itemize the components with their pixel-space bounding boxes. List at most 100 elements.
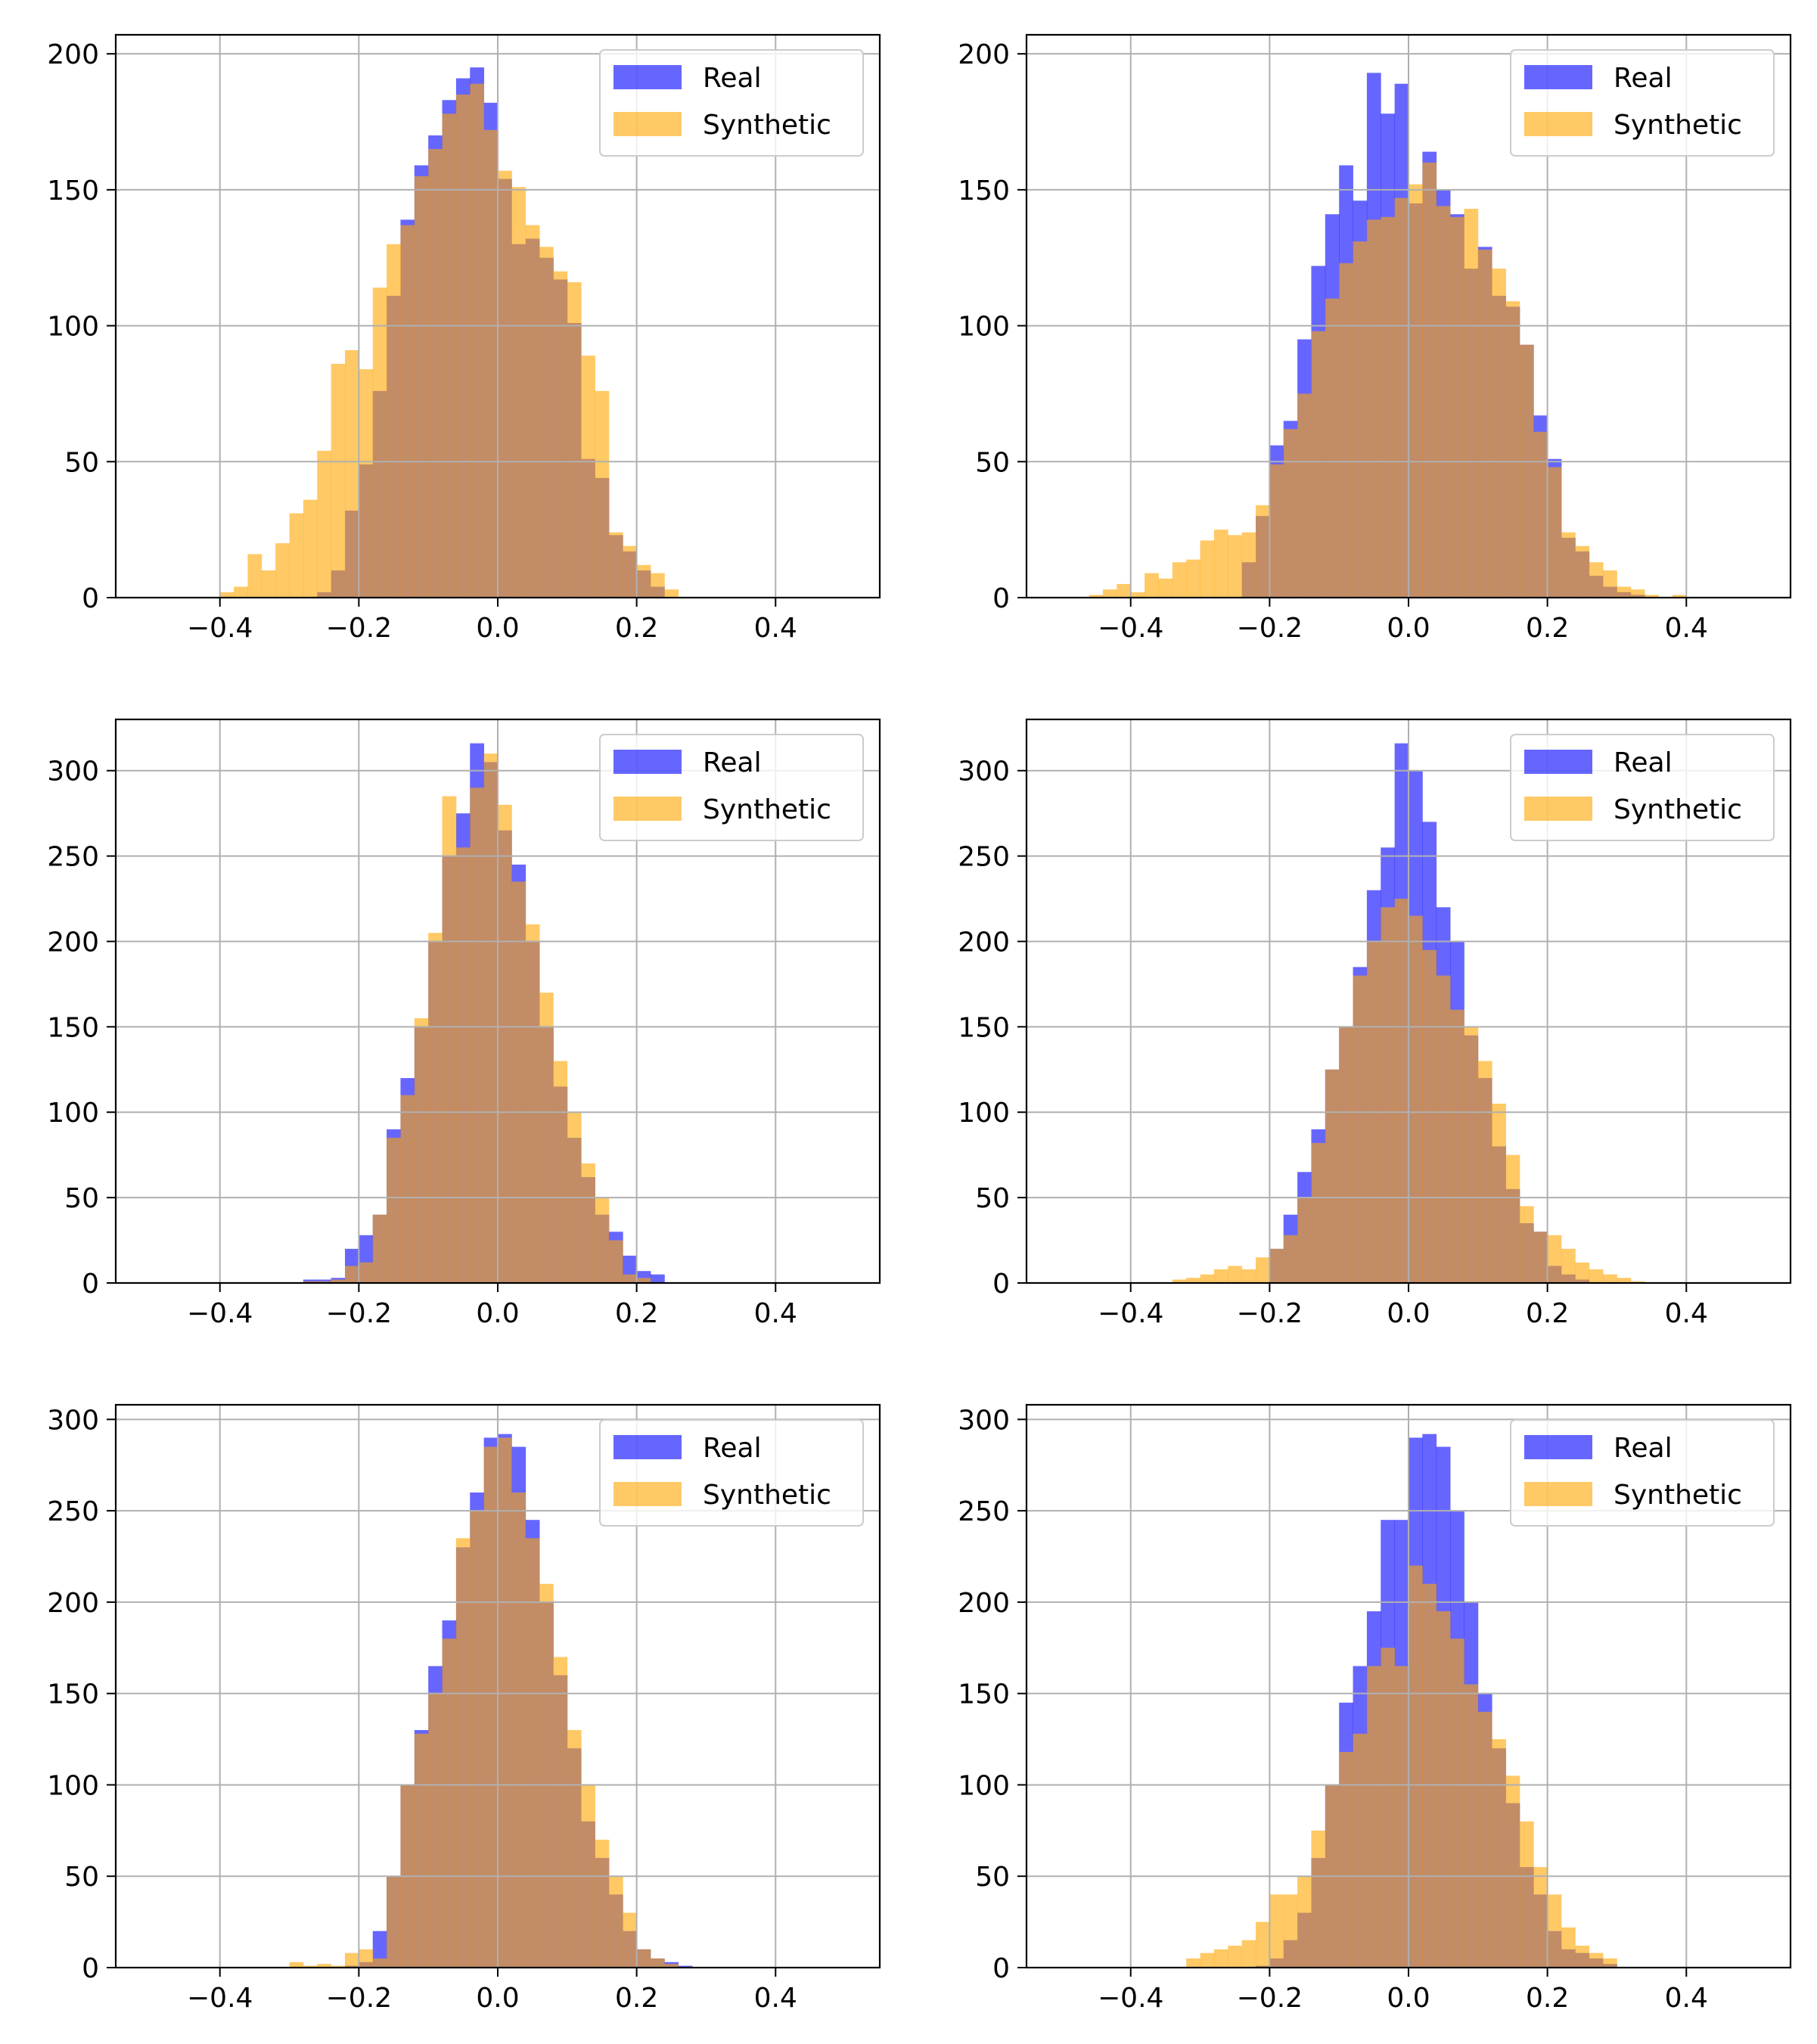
bar-synthetic — [1589, 562, 1604, 598]
y-tick-label: 250 — [958, 842, 1010, 873]
bar-synthetic — [1589, 1269, 1604, 1283]
bar-synthetic — [1519, 1821, 1534, 1968]
bar-synthetic — [1269, 464, 1284, 598]
bar-synthetic — [359, 1262, 374, 1283]
bar-synthetic — [511, 1492, 526, 1968]
x-tick-label: 0.0 — [476, 613, 519, 644]
y-tick-label: 50 — [975, 447, 1010, 478]
x-tick-label: 0.0 — [1387, 1298, 1430, 1329]
bar-synthetic — [623, 1274, 638, 1283]
bar-synthetic — [1353, 241, 1368, 598]
x-tick-label: 0.0 — [1387, 1983, 1430, 2014]
bar-synthetic — [1283, 1235, 1298, 1283]
y-tick-label: 150 — [47, 1679, 99, 1710]
bar-synthetic — [1505, 1154, 1520, 1283]
bar-synthetic — [1117, 584, 1132, 598]
bar-synthetic — [1339, 262, 1353, 598]
legend-label-real: Real — [1614, 747, 1673, 778]
y-tick-label: 0 — [82, 583, 99, 614]
bar-synthetic — [567, 282, 582, 598]
bar-synthetic — [581, 356, 595, 598]
legend: Real Synthetic — [599, 734, 864, 841]
bar-synthetic — [1394, 899, 1409, 1283]
bar-synthetic — [414, 1733, 429, 1968]
bar-synthetic — [428, 1693, 443, 1968]
bar-synthetic — [289, 1962, 304, 1968]
y-tick-label: 100 — [47, 1098, 99, 1129]
x-tick-label: −0.2 — [326, 613, 392, 644]
bar-synthetic — [1089, 595, 1104, 598]
bar-synthetic — [595, 1839, 610, 1968]
bar-synthetic — [525, 225, 540, 598]
bar-synthetic — [261, 570, 276, 598]
x-tick-label: 0.2 — [1526, 613, 1569, 644]
bar-synthetic — [539, 247, 554, 598]
bar-synthetic — [1422, 1583, 1437, 1968]
legend: Real Synthetic — [599, 49, 864, 157]
bar-synthetic — [1339, 1751, 1353, 1968]
bar-synthetic — [303, 1281, 318, 1283]
bar-synthetic — [1353, 1733, 1368, 1968]
legend-label-synthetic: Synthetic — [1614, 794, 1742, 825]
x-tick-label: 0.4 — [1665, 1983, 1708, 2014]
bar-synthetic — [1409, 1565, 1423, 1968]
legend: Real Synthetic — [599, 1419, 864, 1527]
legend-swatch-synthetic — [1524, 112, 1592, 136]
bar-synthetic — [1436, 1611, 1451, 1968]
bar-synthetic — [414, 176, 429, 598]
series-synthetic — [1089, 162, 1687, 598]
legend-label-real: Real — [1614, 63, 1673, 94]
bar-synthetic — [1186, 1278, 1200, 1283]
bar-synthetic — [483, 753, 499, 1283]
legend-swatch-real — [613, 65, 682, 89]
x-tick-label: 0.0 — [1387, 613, 1430, 644]
bar-synthetic — [387, 244, 401, 598]
bar-synthetic — [1630, 589, 1645, 598]
bar-synthetic — [470, 1511, 485, 1968]
bar-synthetic — [442, 796, 457, 1283]
legend: Real Synthetic — [1510, 1419, 1775, 1527]
x-tick-label: 0.4 — [754, 1298, 797, 1329]
bar-synthetic — [428, 933, 443, 1283]
bar-synthetic — [1213, 1949, 1228, 1968]
y-tick-label: 50 — [975, 1183, 1010, 1214]
legend-swatch-synthetic — [613, 1482, 682, 1506]
bar-synthetic — [1186, 559, 1200, 598]
bar-synthetic — [1492, 1739, 1506, 1968]
x-tick-label: 0.2 — [1526, 1983, 1569, 2014]
bar-synthetic — [1575, 1946, 1590, 1968]
bar-synthetic — [636, 564, 651, 598]
bar-synthetic — [498, 804, 512, 1283]
bar-synthetic — [331, 1965, 346, 1968]
bar-synthetic — [1241, 1269, 1256, 1283]
bar-synthetic — [1256, 1257, 1270, 1283]
y-tick-label: 200 — [958, 927, 1010, 958]
legend-label-synthetic: Synthetic — [1614, 1480, 1742, 1511]
legend: Real Synthetic — [1510, 734, 1775, 841]
bar-synthetic — [455, 95, 471, 598]
x-tick-label: 0.2 — [615, 1983, 658, 2014]
x-tick-label: 0.2 — [615, 1298, 658, 1329]
bars-group — [1186, 1434, 1617, 1968]
bar-synthetic — [372, 1214, 387, 1283]
y-tick-label: 300 — [47, 1405, 99, 1436]
bar-synthetic — [1547, 467, 1562, 598]
bar-synthetic — [1228, 1266, 1243, 1283]
bar-synthetic — [1353, 975, 1368, 1283]
bar-synthetic — [581, 1163, 595, 1283]
x-tick-label: −0.4 — [1098, 613, 1163, 644]
bar-synthetic — [1409, 915, 1423, 1283]
series-synthetic — [1172, 899, 1645, 1283]
y-tick-label: 50 — [64, 1862, 99, 1893]
bar-synthetic — [1186, 1958, 1200, 1968]
x-tick-label: −0.2 — [326, 1298, 392, 1329]
y-tick-label: 200 — [958, 1588, 1010, 1619]
bars-group — [289, 1434, 693, 1968]
y-tick-label: 100 — [958, 312, 1010, 343]
bar-synthetic — [1464, 1027, 1479, 1283]
y-tick-label: 150 — [47, 176, 99, 207]
bar-synthetic — [359, 369, 374, 598]
bar-synthetic — [539, 992, 554, 1283]
legend-swatch-synthetic — [613, 797, 682, 821]
